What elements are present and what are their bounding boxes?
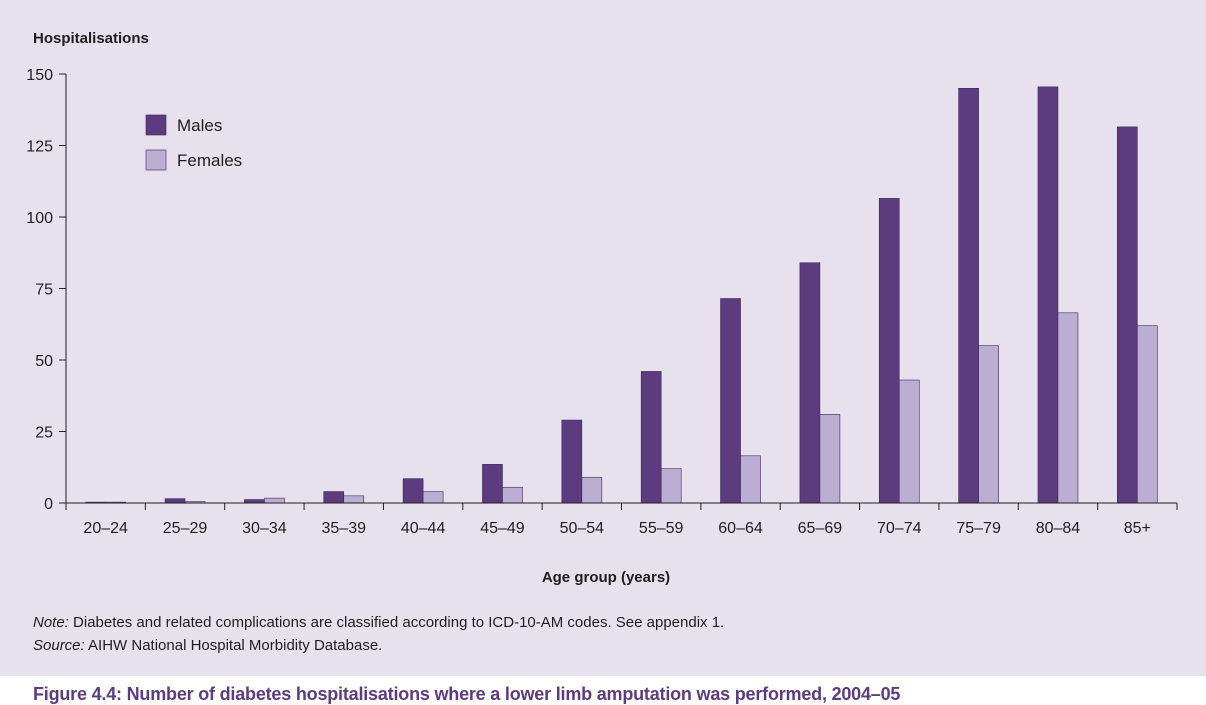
bar-males [482,464,503,504]
x-tick-label: 25–29 [163,520,208,537]
y-tick-label: 75 [35,282,53,299]
x-tick-label: 80–84 [1036,520,1081,537]
x-tick-label: 20–24 [83,520,128,537]
x-tick-label: 35–39 [322,520,367,537]
bar-males [1117,126,1138,504]
y-axis-title: Hospitalisations [33,30,149,47]
x-axis: 20–24 25–29 30–34 35–39 40–44 45–49 50–54 55–59… [65,502,1178,537]
legend-swatch [145,149,167,171]
bar-males [164,498,186,504]
bar-females [581,476,603,504]
x-tick-label: 55–59 [639,520,684,537]
bar-females [343,495,365,504]
bar-males [1037,86,1059,504]
bar-females [819,414,841,504]
bar-males [958,88,979,504]
bar-females [978,345,999,504]
x-tick-label: 65–69 [798,520,843,537]
x-tick-label: 30–34 [242,520,287,537]
x-tick-label: 40–44 [401,520,446,537]
x-tick-label: 85+ [1124,520,1151,537]
bar-males [878,198,900,504]
bar-males [561,419,583,504]
bar-males [720,298,741,504]
y-tick-label: 150 [26,67,53,84]
note-line: Note: Diabetes and related complications… [33,614,724,631]
bars [85,86,1158,504]
legend-label: Females [177,151,242,170]
y-tick-label: 50 [35,353,53,370]
x-tick-label: 70–74 [877,520,922,537]
bar-females [502,486,523,504]
bar-males [323,491,345,504]
bar-males [799,262,821,504]
source-line: Source: AIHW National Hospital Morbidity… [33,637,382,654]
legend-label: Males [177,116,222,135]
bar-females [1137,325,1158,504]
x-tick-label: 50–54 [560,520,605,537]
y-tick-label: 0 [44,496,53,513]
bar-females [264,497,285,504]
bar-males [244,499,265,504]
y-tick-label: 25 [35,425,53,442]
legend-swatch [145,114,167,136]
chart-panel [0,0,1206,676]
bar-females [422,491,444,504]
bar-males [640,371,662,504]
y-tick-label: 100 [26,210,53,227]
y-tick-label: 125 [26,139,53,156]
x-tick-label: 60–64 [718,520,763,537]
bar-females [740,455,761,504]
source-text: AIHW National Hospital Morbidity Databas… [84,637,383,654]
note-text: Diabetes and related complications are c… [68,614,725,631]
x-tick-label: 75–79 [956,520,1001,537]
x-tick-label: 45–49 [480,520,525,537]
bar-females [660,468,682,504]
x-axis-title: Age group (years) [542,569,670,586]
y-axis: 0 25 50 75 100 125 150 [26,67,67,513]
source-label: Source: [33,637,85,654]
bar-females [898,379,920,504]
bar-females [1057,312,1079,504]
note-label: Note: [33,614,69,631]
bar-males [402,478,424,504]
legend: Males Females [145,114,242,171]
figure-caption: Figure 4.4: Number of diabetes hospitali… [33,684,901,704]
